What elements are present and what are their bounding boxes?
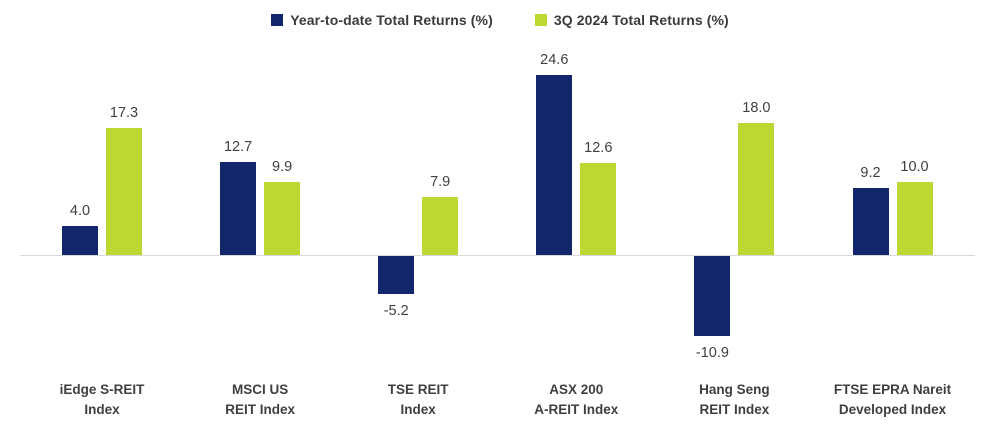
value-label: 7.9 xyxy=(430,174,451,191)
legend-item-3q: 3Q 2024 Total Returns (%) xyxy=(534,12,729,28)
category-label: TSE REIT Index xyxy=(387,382,449,417)
legend-swatch-3q-icon xyxy=(534,14,547,26)
bar-3q2024 xyxy=(580,162,617,255)
bar-ytd xyxy=(220,161,257,255)
bar-ytd xyxy=(536,74,573,255)
value-label: 10.0 xyxy=(900,158,929,175)
x-axis-baseline xyxy=(20,255,975,256)
value-label: 4.0 xyxy=(69,202,91,219)
chart-legend: Year-to-date Total Returns (%) 3Q 2024 T… xyxy=(0,12,1000,28)
legend-label-ytd: Year-to-date Total Returns (%) xyxy=(290,12,493,28)
value-label: 12.6 xyxy=(584,139,613,156)
value-label: 9.9 xyxy=(272,159,293,176)
category-label: FTSE EPRA Nareit Developed Index xyxy=(833,382,952,417)
value-label: 24.6 xyxy=(540,51,569,68)
category-label: ASX 200 A-REIT Index xyxy=(534,382,619,417)
legend-item-ytd: Year-to-date Total Returns (%) xyxy=(271,12,493,28)
value-label: 9.2 xyxy=(860,164,881,181)
bar-3q2024 xyxy=(106,128,142,255)
legend-label-3q: 3Q 2024 Total Returns (%) xyxy=(553,12,729,28)
bar-ytd xyxy=(378,256,415,295)
value-label: 12.7 xyxy=(223,138,253,155)
bar-ytd xyxy=(62,225,98,255)
category-label: MSCI US REIT Index xyxy=(225,382,295,417)
bar-ytd xyxy=(852,187,889,255)
category-label: Hang Seng REIT Index xyxy=(699,382,770,417)
bar-3q2024 xyxy=(422,197,459,255)
bar-3q2024 xyxy=(738,123,775,255)
value-label: 18.0 xyxy=(742,100,771,117)
bar-3q2024 xyxy=(264,182,301,255)
legend-swatch-ytd-icon xyxy=(271,14,284,26)
value-label: -10.9 xyxy=(695,344,729,361)
bar-3q2024 xyxy=(896,181,933,255)
category-label: iEdge S-REIT Index xyxy=(59,382,145,417)
value-label: -5.2 xyxy=(383,303,409,320)
bar-ytd xyxy=(694,256,731,336)
value-label: 17.3 xyxy=(109,105,139,122)
